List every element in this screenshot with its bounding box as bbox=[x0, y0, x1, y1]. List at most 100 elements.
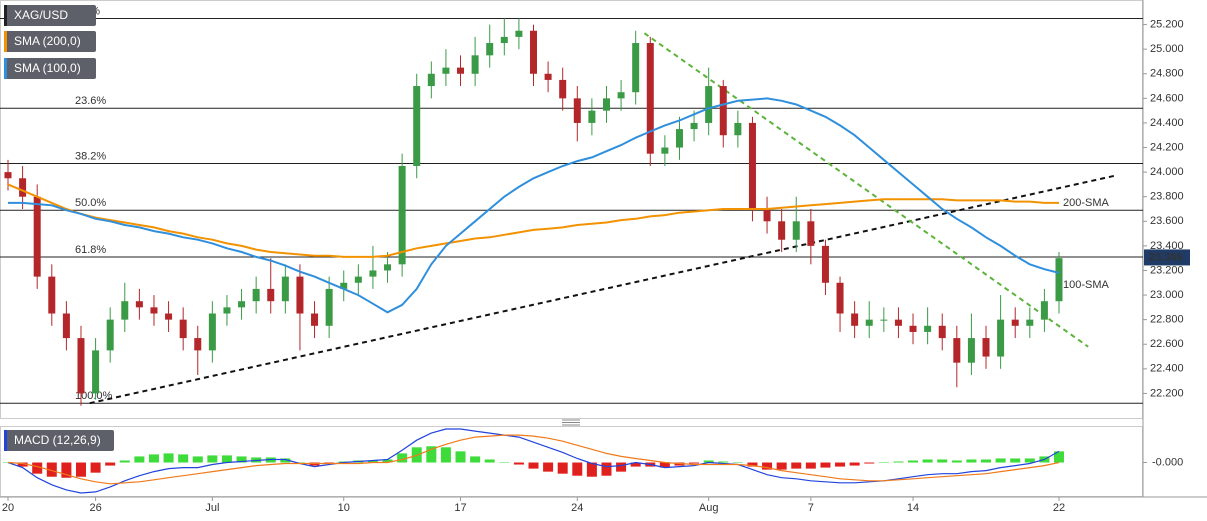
candle-body bbox=[967, 338, 975, 363]
macd-histogram-bar bbox=[236, 456, 247, 463]
macd-histogram-bar bbox=[382, 459, 393, 463]
macd-histogram-bar bbox=[280, 458, 291, 463]
candle-body bbox=[179, 319, 187, 339]
panel-handle[interactable] bbox=[562, 419, 580, 426]
candle-body bbox=[997, 319, 1005, 357]
macd-title: MACD (12,26,9) bbox=[14, 433, 101, 447]
x-tick-label: 24 bbox=[571, 502, 583, 514]
macd-histogram-bar bbox=[192, 456, 203, 463]
x-tick-label: 17 bbox=[454, 502, 466, 514]
macd-histogram-bar bbox=[951, 460, 962, 463]
candle-body bbox=[617, 92, 625, 99]
candle-body bbox=[252, 288, 260, 302]
macd-histogram-bar bbox=[995, 458, 1006, 463]
candle-body bbox=[1055, 258, 1063, 302]
candle-body bbox=[33, 196, 41, 277]
candle-body bbox=[486, 43, 494, 56]
macd-histogram-bar bbox=[835, 462, 846, 467]
macd-histogram-bar bbox=[105, 462, 116, 466]
macd-histogram-bar bbox=[908, 460, 919, 463]
candle-body bbox=[19, 178, 27, 197]
macd-histogram-bar bbox=[1024, 458, 1035, 463]
candle-body bbox=[734, 122, 742, 136]
macd-histogram-bar bbox=[178, 454, 189, 463]
candle-body bbox=[880, 319, 888, 321]
candle-body bbox=[938, 325, 946, 339]
candle-body bbox=[165, 313, 173, 320]
y-tick-label: 25.000 bbox=[1150, 43, 1184, 55]
candle-body bbox=[1026, 319, 1034, 326]
legend-swatch bbox=[4, 58, 7, 79]
macd-histogram-bar bbox=[470, 456, 481, 463]
macd-histogram-bar bbox=[601, 462, 612, 476]
y-tick-label: 24.400 bbox=[1150, 117, 1184, 129]
macd-histogram-bar bbox=[689, 462, 700, 464]
x-tick-label: 14 bbox=[907, 502, 919, 514]
y-tick-label: 24.600 bbox=[1150, 92, 1184, 104]
candle-body bbox=[530, 30, 537, 74]
trend-line bbox=[89, 174, 1115, 405]
candle-body bbox=[690, 122, 698, 130]
candle-body bbox=[267, 288, 275, 302]
macd-histogram-bar bbox=[762, 462, 773, 470]
candle-body bbox=[865, 319, 873, 326]
macd-histogram-bar bbox=[543, 462, 554, 472]
x-tick-label: 22 bbox=[1053, 502, 1065, 514]
x-tick-label: 20 bbox=[2, 502, 14, 514]
macd-histogram-bar bbox=[397, 453, 408, 463]
macd-histogram-bar bbox=[32, 462, 43, 474]
macd-histogram-bar bbox=[134, 456, 145, 463]
macd-histogram-bar bbox=[440, 447, 451, 463]
macd-histogram-bar bbox=[586, 462, 597, 477]
macd-histogram-bar bbox=[46, 462, 57, 477]
candle-body bbox=[924, 325, 932, 332]
macd-histogram-bar bbox=[557, 462, 568, 474]
macd-histogram-bar bbox=[572, 462, 583, 476]
macd-histogram-bar bbox=[747, 462, 758, 467]
candle-body bbox=[894, 319, 902, 326]
candle-body bbox=[646, 43, 654, 154]
macd-histogram-bar bbox=[922, 459, 933, 463]
legend-box bbox=[4, 5, 96, 26]
legend-box bbox=[4, 58, 96, 79]
candle-body bbox=[602, 98, 610, 111]
candle-body bbox=[384, 264, 392, 271]
candle-body bbox=[515, 30, 523, 37]
candle-body bbox=[296, 276, 304, 314]
y-tick-label: 23.000 bbox=[1150, 289, 1184, 301]
candle-body bbox=[675, 129, 683, 148]
macd-histogram-bar bbox=[791, 462, 802, 469]
legend-label: SMA (100,0) bbox=[14, 61, 81, 75]
sma-line bbox=[7, 183, 1059, 258]
legend-label: SMA (200,0) bbox=[14, 34, 81, 48]
candle-body bbox=[748, 122, 756, 209]
candle-body bbox=[632, 43, 640, 93]
legend-swatch bbox=[4, 31, 7, 52]
candle-body bbox=[106, 319, 114, 351]
macd-histogram-bar bbox=[776, 462, 787, 470]
x-tick-label: 7 bbox=[808, 502, 814, 514]
macd-histogram-bar bbox=[659, 462, 670, 468]
macd-histogram-bar bbox=[966, 459, 977, 463]
candle-body bbox=[92, 350, 100, 394]
candle-body bbox=[573, 98, 581, 123]
macd-histogram-bar bbox=[981, 459, 992, 463]
macd-histogram-bar bbox=[1010, 458, 1021, 463]
macd-histogram-bar bbox=[90, 462, 101, 473]
sma-line bbox=[8, 97, 1060, 314]
candle-body bbox=[281, 276, 289, 302]
macd-histogram-bar bbox=[805, 462, 816, 469]
candle-body bbox=[442, 67, 450, 74]
macd-histogram-bar bbox=[221, 455, 232, 463]
candle-body bbox=[661, 147, 669, 154]
fib-label: 61.8% bbox=[75, 244, 106, 256]
x-tick-label: 26 bbox=[89, 502, 101, 514]
candle-body bbox=[1040, 301, 1048, 320]
macd-histogram-bar bbox=[732, 462, 743, 464]
macd-histogram-bar bbox=[367, 460, 378, 463]
y-tick-label: 25.200 bbox=[1150, 18, 1184, 30]
candle-body bbox=[4, 172, 12, 179]
candle-body bbox=[763, 209, 771, 222]
candle-body bbox=[208, 313, 216, 351]
fib-label: 23.6% bbox=[75, 95, 106, 107]
